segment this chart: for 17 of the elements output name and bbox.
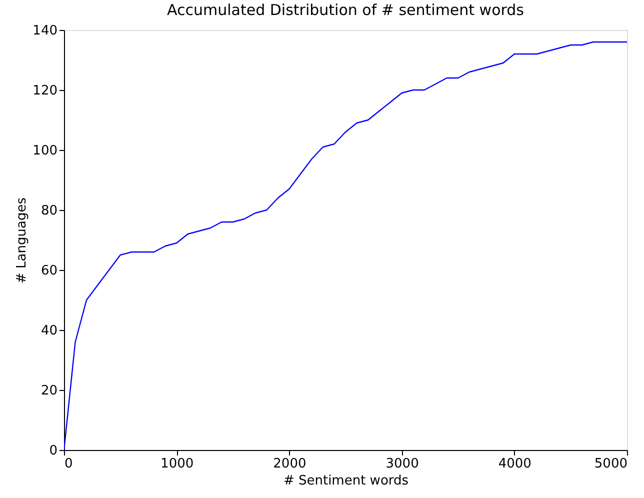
x-tick-label: 0 bbox=[64, 456, 73, 472]
y-tick-label: 100 bbox=[32, 144, 58, 158]
y-tick-label: 40 bbox=[40, 324, 58, 338]
x-tick-label: 5000 bbox=[594, 456, 628, 472]
y-tick-label: 60 bbox=[40, 264, 58, 278]
y-tick-label: 80 bbox=[40, 204, 58, 218]
y-tick-label: 120 bbox=[32, 84, 58, 98]
y-axis-title: # Languages bbox=[14, 197, 30, 284]
x-tick-label: 3000 bbox=[386, 456, 419, 472]
y-tick-label: 0 bbox=[49, 444, 58, 458]
x-tick-label: 4000 bbox=[498, 456, 532, 472]
x-tick-label: 1000 bbox=[160, 456, 194, 472]
x-tick-label: 2000 bbox=[273, 456, 306, 472]
y-tick-label: 140 bbox=[32, 24, 58, 38]
y-tick-label: 20 bbox=[40, 384, 58, 398]
chart-title: Accumulated Distribution of # sentiment words bbox=[167, 1, 524, 19]
x-axis-title: # Sentiment words bbox=[283, 474, 409, 488]
